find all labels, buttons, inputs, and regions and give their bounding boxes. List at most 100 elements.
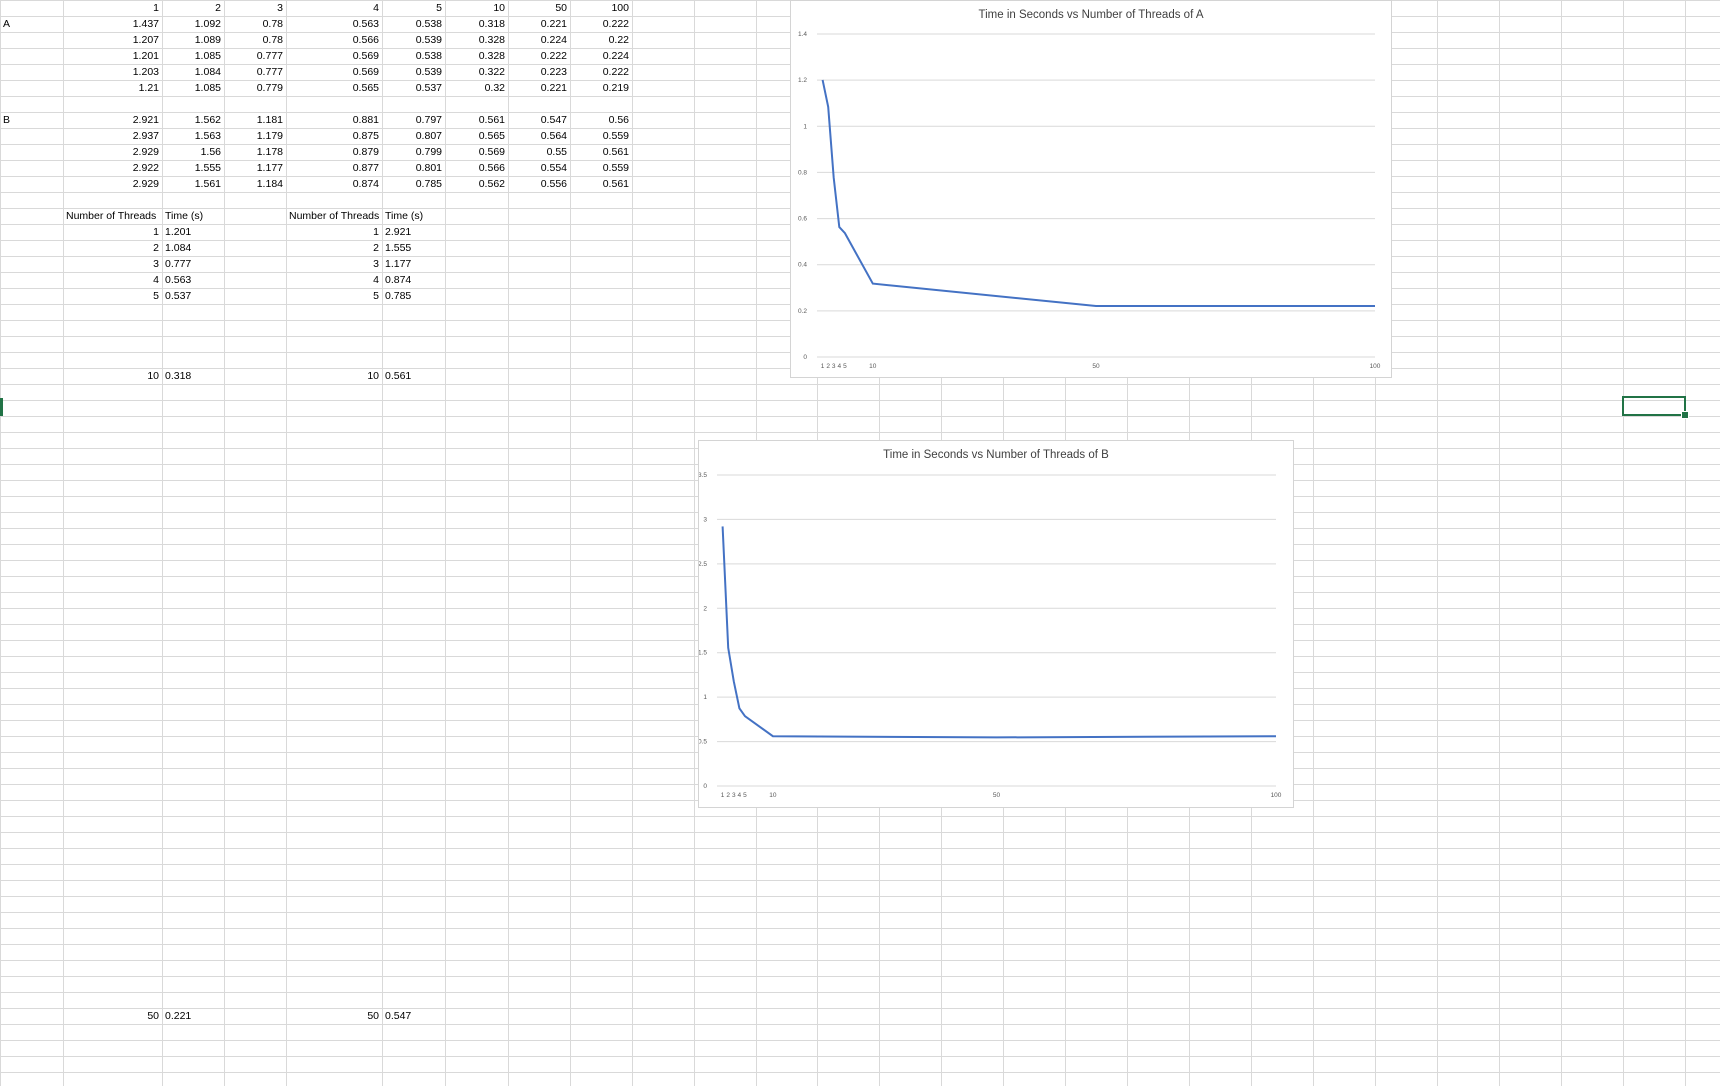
chart-a[interactable]: Time in Seconds vs Number of Threads of … [790, 0, 1392, 378]
summary-a-time-cell[interactable]: 0.318 [165, 370, 192, 382]
thread-count-header[interactable]: 10 [493, 2, 505, 14]
summary-a-threads-cell[interactable]: 50 [147, 1010, 159, 1022]
b-time-cell[interactable]: 0.569 [478, 146, 505, 158]
b-time-cell[interactable]: 2.921 [132, 114, 159, 126]
thread-count-header[interactable]: 100 [611, 2, 629, 14]
b-time-cell[interactable]: 0.877 [352, 162, 379, 174]
a-time-cell[interactable]: 0.222 [602, 66, 629, 78]
summary-b-time-cell[interactable]: 0.547 [385, 1010, 412, 1022]
summary-a-time-cell[interactable]: 0.537 [165, 290, 192, 302]
a-time-cell[interactable]: 0.32 [484, 82, 505, 94]
summary-b-time-cell[interactable]: 1.177 [385, 258, 412, 270]
a-time-cell[interactable]: 0.222 [540, 50, 567, 62]
b-time-cell[interactable]: 0.566 [478, 162, 505, 174]
b-time-cell[interactable]: 0.561 [478, 114, 505, 126]
a-time-cell[interactable]: 0.222 [602, 18, 629, 30]
a-time-cell[interactable]: 0.328 [478, 34, 505, 46]
thread-count-header[interactable]: 3 [277, 2, 283, 14]
a-time-cell[interactable]: 0.78 [262, 18, 283, 30]
a-time-cell[interactable]: 1.089 [194, 34, 221, 46]
b-time-cell[interactable]: 1.181 [256, 114, 283, 126]
summary-b-time-header[interactable]: Time (s) [385, 210, 424, 222]
b-time-cell[interactable]: 0.559 [602, 130, 629, 142]
a-time-cell[interactable]: 0.779 [256, 82, 283, 94]
thread-count-header[interactable]: 5 [436, 2, 442, 14]
b-time-cell[interactable]: 0.799 [415, 146, 442, 158]
a-time-cell[interactable]: 1.085 [194, 82, 221, 94]
b-time-cell[interactable]: 0.556 [540, 178, 567, 190]
summary-a-threads-cell[interactable]: 2 [153, 242, 159, 254]
b-time-cell[interactable]: 0.874 [352, 178, 379, 190]
a-time-cell[interactable]: 1.437 [132, 18, 159, 30]
thread-count-header[interactable]: 2 [215, 2, 221, 14]
b-time-cell[interactable]: 0.55 [546, 146, 567, 158]
a-time-cell[interactable]: 0.565 [352, 82, 379, 94]
b-time-cell[interactable]: 2.929 [132, 146, 159, 158]
thread-count-header[interactable]: 1 [153, 2, 159, 14]
b-time-cell[interactable]: 0.807 [415, 130, 442, 142]
a-time-cell[interactable]: 0.563 [352, 18, 379, 30]
summary-b-time-cell[interactable]: 0.785 [385, 290, 412, 302]
a-time-cell[interactable]: 1.092 [194, 18, 221, 30]
summary-b-time-cell[interactable]: 0.874 [385, 274, 412, 286]
b-time-cell[interactable]: 0.564 [540, 130, 567, 142]
summary-b-time-cell[interactable]: 1.555 [385, 242, 412, 254]
a-time-cell[interactable]: 1.084 [194, 66, 221, 78]
b-time-cell[interactable]: 0.547 [540, 114, 567, 126]
summary-b-threads-cell[interactable]: 10 [367, 370, 379, 382]
b-time-cell[interactable]: 1.562 [194, 114, 221, 126]
b-time-cell[interactable]: 0.785 [415, 178, 442, 190]
b-time-cell[interactable]: 0.561 [602, 178, 629, 190]
b-time-cell[interactable]: 0.797 [415, 114, 442, 126]
b-time-cell[interactable]: 2.929 [132, 178, 159, 190]
summary-a-threads-header[interactable]: Number of Threads [66, 210, 157, 222]
summary-a-threads-cell[interactable]: 3 [153, 258, 159, 270]
thread-count-header[interactable]: 50 [555, 2, 567, 14]
a-time-cell[interactable]: 0.78 [262, 34, 283, 46]
a-time-cell[interactable]: 0.777 [256, 66, 283, 78]
b-time-cell[interactable]: 1.179 [256, 130, 283, 142]
b-time-cell[interactable]: 1.563 [194, 130, 221, 142]
selected-cell[interactable] [1622, 396, 1686, 416]
summary-a-threads-cell[interactable]: 4 [153, 274, 159, 286]
b-time-cell[interactable]: 0.561 [602, 146, 629, 158]
b-time-cell[interactable]: 0.559 [602, 162, 629, 174]
a-time-cell[interactable]: 0.569 [352, 50, 379, 62]
a-time-cell[interactable]: 0.318 [478, 18, 505, 30]
b-time-cell[interactable]: 0.565 [478, 130, 505, 142]
thread-count-header[interactable]: 4 [373, 2, 379, 14]
a-time-cell[interactable]: 1.085 [194, 50, 221, 62]
chart-b[interactable]: Time in Seconds vs Number of Threads of … [698, 440, 1294, 808]
summary-a-threads-cell[interactable]: 1 [153, 226, 159, 238]
summary-b-time-cell[interactable]: 2.921 [385, 226, 412, 238]
summary-a-threads-cell[interactable]: 10 [147, 370, 159, 382]
chart-a-series-line[interactable] [821, 79, 1375, 307]
b-time-cell[interactable]: 0.875 [352, 130, 379, 142]
b-time-cell[interactable]: 1.56 [200, 146, 221, 158]
a-time-cell[interactable]: 0.539 [415, 66, 442, 78]
b-time-cell[interactable]: 1.177 [256, 162, 283, 174]
a-time-cell[interactable]: 0.538 [415, 18, 442, 30]
a-time-cell[interactable]: 0.539 [415, 34, 442, 46]
summary-b-threads-cell[interactable]: 2 [373, 242, 379, 254]
b-time-cell[interactable]: 1.555 [194, 162, 221, 174]
summary-a-threads-cell[interactable]: 5 [153, 290, 159, 302]
a-time-cell[interactable]: 0.777 [256, 50, 283, 62]
a-time-cell[interactable]: 0.537 [415, 82, 442, 94]
summary-a-time-cell[interactable]: 1.084 [165, 242, 192, 254]
b-time-cell[interactable]: 1.178 [256, 146, 283, 158]
a-time-cell[interactable]: 0.221 [540, 18, 567, 30]
a-time-cell[interactable]: 0.224 [540, 34, 567, 46]
b-time-cell[interactable]: 1.184 [256, 178, 283, 190]
a-time-cell[interactable]: 0.223 [540, 66, 567, 78]
summary-b-threads-cell[interactable]: 3 [373, 258, 379, 270]
a-time-cell[interactable]: 0.224 [602, 50, 629, 62]
a-time-cell[interactable]: 0.221 [540, 82, 567, 94]
a-time-cell[interactable]: 0.22 [608, 34, 629, 46]
summary-a-time-cell[interactable]: 0.777 [165, 258, 192, 270]
summary-a-time-cell[interactable]: 1.201 [165, 226, 192, 238]
a-time-cell[interactable]: 1.21 [138, 82, 159, 94]
a-time-cell[interactable]: 0.322 [478, 66, 505, 78]
b-time-cell[interactable]: 0.56 [608, 114, 629, 126]
b-time-cell[interactable]: 1.561 [194, 178, 221, 190]
